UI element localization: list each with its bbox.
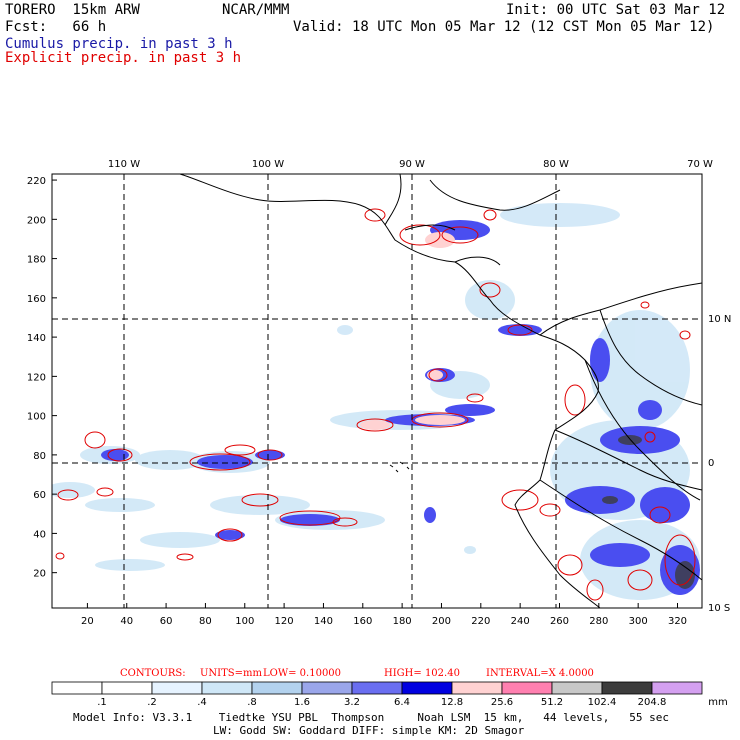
x-tick-label: 180 xyxy=(393,616,412,627)
colorbar-tick-label: 204.8 xyxy=(637,697,667,708)
y-tick-label: 120 xyxy=(27,372,46,383)
lon-label: 90 W xyxy=(399,159,425,170)
x-tick-label: 240 xyxy=(511,616,530,627)
x-tick-label: 80 xyxy=(199,616,212,627)
x-tick-label: 280 xyxy=(589,616,608,627)
colorbar-swatch xyxy=(351,681,403,695)
x-tick-label: 200 xyxy=(432,616,451,627)
x-tick-label: 320 xyxy=(668,616,687,627)
colorbar-tick-label: 51.2 xyxy=(540,697,564,708)
y-tick-label: 180 xyxy=(27,255,46,266)
lon-label: 100 W xyxy=(252,159,284,170)
contours-high: HIGH= 102.40 xyxy=(384,668,460,679)
colorbar-swatch xyxy=(551,681,603,695)
colorbar-swatch xyxy=(401,681,453,695)
colorbar-swatch xyxy=(501,681,553,695)
colorbar-tick-label: 12.8 xyxy=(440,697,464,708)
forecast-hour: Fcst: 66 h xyxy=(5,19,107,35)
cumulus-field-title: Cumulus precip. in past 3 h xyxy=(5,36,233,52)
lon-label: 80 W xyxy=(543,159,569,170)
model-info-line2: LW: Godd SW: Goddard DIFF: simple KM: 2D… xyxy=(213,724,525,737)
colorbar-tick-label: .2 xyxy=(147,697,157,708)
model-info-line1: Model Info: V3.3.1 Tiedtke YSU PBL Thomp… xyxy=(73,711,670,724)
explicit-precip-fill xyxy=(360,232,465,430)
colorbar-tick-label: .8 xyxy=(247,697,257,708)
coastlines xyxy=(179,174,702,608)
y-tick-label: 200 xyxy=(27,215,46,226)
y-tick-label: 220 xyxy=(27,176,46,187)
colorbar-tick-label: .4 xyxy=(197,697,207,708)
organization: NCAR/MMM xyxy=(222,2,290,18)
x-tick-label: 40 xyxy=(120,616,133,627)
contours-interval: INTERVAL=X 4.0000 xyxy=(486,668,594,679)
x-tick-label: 260 xyxy=(550,616,569,627)
colorbar-swatch xyxy=(101,681,153,695)
map-plot-area xyxy=(52,174,702,608)
y-tick-label: 60 xyxy=(33,490,46,501)
map-frame xyxy=(51,173,703,609)
colorbar-swatch xyxy=(201,681,253,695)
y-tick-label: 160 xyxy=(27,294,46,305)
colorbar-swatch xyxy=(451,681,503,695)
longitude-labels: 110 W 100 W 90 W 80 W 70 W xyxy=(108,159,713,170)
lat-label: 10 N xyxy=(708,314,731,325)
x-tick-label: 100 xyxy=(235,616,254,627)
colorbar-swatch xyxy=(51,681,103,695)
x-tick-label: 20 xyxy=(81,616,94,627)
x-tick-label: 140 xyxy=(314,616,333,627)
latitude-labels: 10 N 0 10 S xyxy=(708,314,731,614)
colorbar-swatch xyxy=(301,681,353,695)
explicit-field-title: Explicit precip. in past 3 h xyxy=(5,50,242,66)
y-tick-label: 20 xyxy=(33,569,46,580)
x-tick-label: 160 xyxy=(353,616,372,627)
y-tick-label: 40 xyxy=(33,529,46,540)
lat-label: 10 S xyxy=(708,603,730,614)
y-tick-label: 80 xyxy=(33,451,46,462)
explicit-precip-contours xyxy=(55,208,696,601)
colorbar xyxy=(51,681,703,695)
colorbar-swatch xyxy=(151,681,203,695)
lat-lon-grid xyxy=(52,174,702,608)
lon-label: 70 W xyxy=(687,159,713,170)
x-tick-label: 120 xyxy=(275,616,294,627)
x-tick-label: 300 xyxy=(629,616,648,627)
contours-units: UNITS=mm xyxy=(200,668,262,679)
contours-low: LOW= 0.10000 xyxy=(263,668,342,679)
colorbar-unit: mm xyxy=(708,697,728,708)
y-tick-label: 100 xyxy=(27,412,46,423)
x-tick-label: 60 xyxy=(160,616,173,627)
colorbar-tick-label: 102.4 xyxy=(587,697,617,708)
x-axis-ticks: 20 40 60 80 100 120 140 160 180 200 220 240 260 280 30… xyxy=(81,603,687,627)
contours-label: CONTOURS: xyxy=(120,668,186,679)
colorbar-tick-label: 25.6 xyxy=(490,697,514,708)
colorbar-swatch xyxy=(651,681,703,695)
x-tick-label: 220 xyxy=(471,616,490,627)
colorbar-tick-label: 6.4 xyxy=(394,697,410,708)
lat-label: 0 xyxy=(708,458,714,469)
colorbar-tick-label: .1 xyxy=(97,697,107,708)
colorbar-swatch xyxy=(601,681,653,695)
heavy-precip-cores xyxy=(602,435,695,589)
lon-label: 110 W xyxy=(108,159,140,170)
init-time: Init: 00 UTC Sat 03 Mar 12 xyxy=(506,2,726,18)
colorbar-tick-label: 3.2 xyxy=(344,697,360,708)
colorbar-swatch xyxy=(251,681,303,695)
y-tick-label: 140 xyxy=(27,333,46,344)
colorbar-tick-label: 1.6 xyxy=(294,697,310,708)
valid-time: Valid: 18 UTC Mon 05 Mar 12 (12 CST Mon … xyxy=(293,19,715,35)
model-name: TORERO 15km ARW xyxy=(5,2,140,18)
cumulus-precip-light xyxy=(52,203,700,600)
y-axis-ticks: 20 40 60 80 100 120 140 160 180 200 220 xyxy=(27,176,57,580)
